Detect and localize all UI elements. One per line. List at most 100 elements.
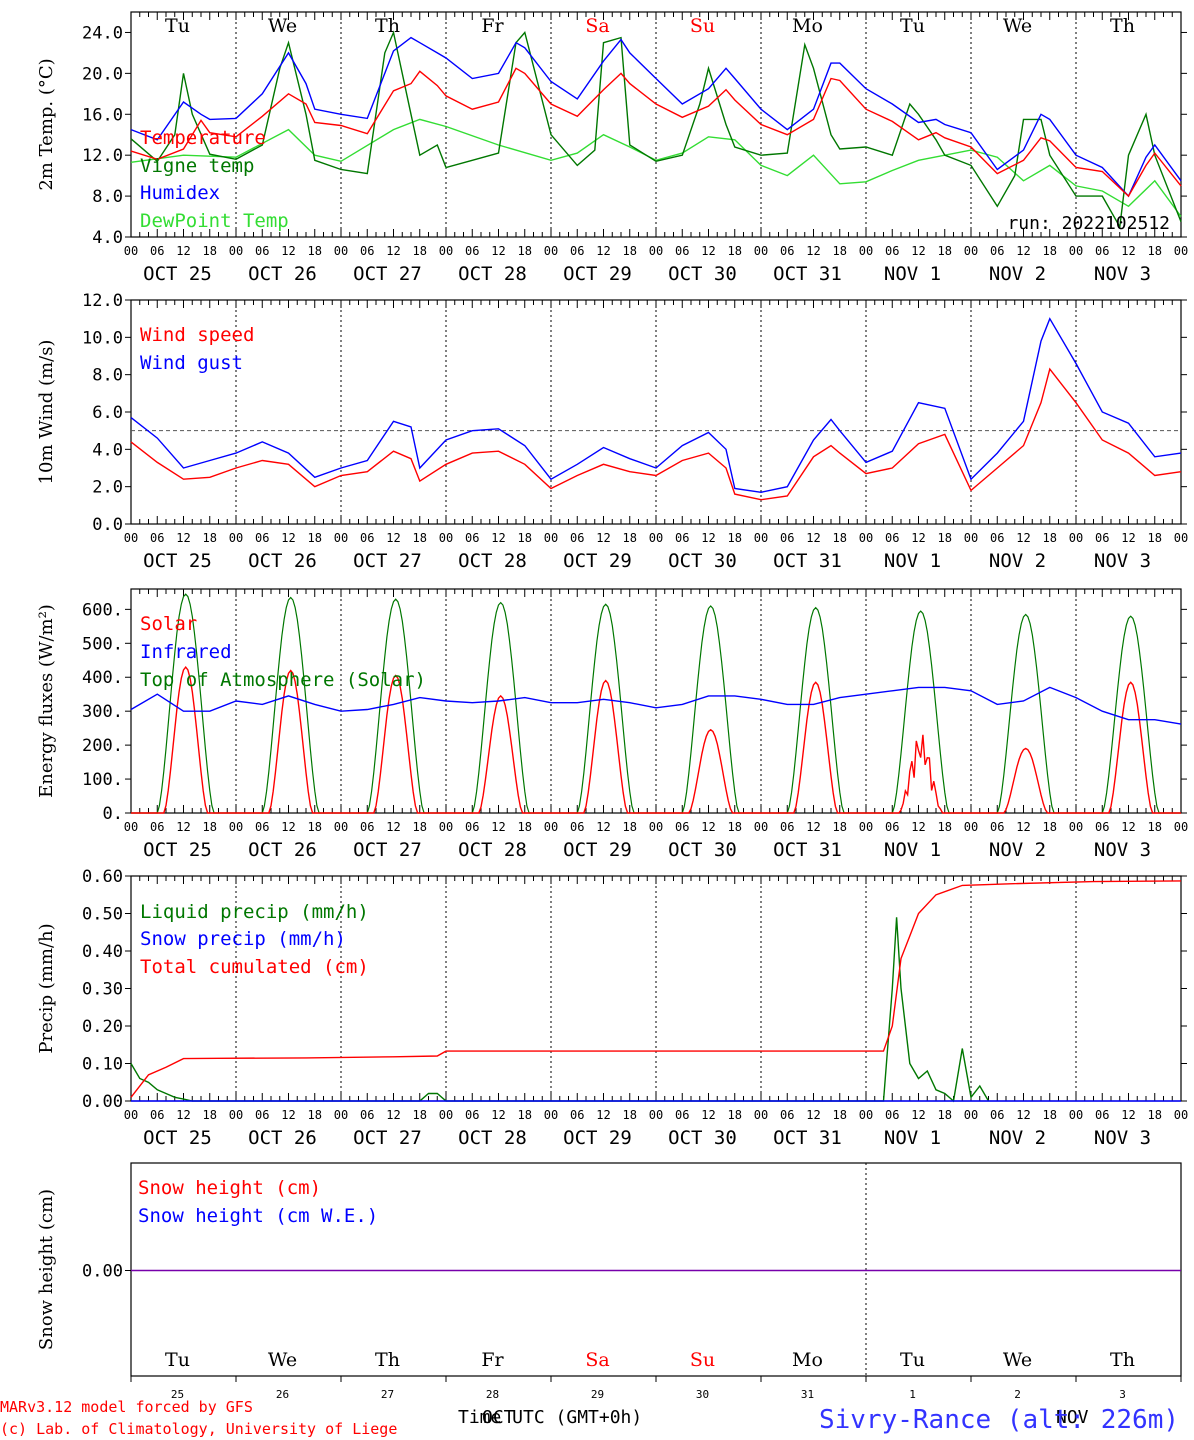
- hour-tick-label: 18: [1043, 1108, 1057, 1122]
- date-label: OCT 31: [773, 550, 842, 572]
- legend-entry: Temperature: [140, 127, 266, 149]
- hour-tick-label: 06: [570, 1108, 584, 1122]
- hour-tick-label: 18: [518, 1108, 532, 1122]
- date-label: OCT 31: [773, 263, 842, 285]
- month-overlay-nov: NOV: [1056, 1407, 1089, 1428]
- hour-tick-label: 12: [281, 1108, 295, 1122]
- hour-tick-label: 00: [1174, 531, 1188, 545]
- hour-tick-label: 06: [1095, 1108, 1109, 1122]
- hour-tick-label: 00: [544, 244, 558, 258]
- hour-tick-label: 06: [885, 531, 899, 545]
- run-annotation: run: 2022102512: [1007, 213, 1170, 234]
- x-axis-title: Time UTC (GMT+0h): [458, 1407, 642, 1428]
- date-label: OCT 27: [353, 839, 422, 861]
- legend-entry: DewPoint Temp: [140, 210, 289, 232]
- date-label: OCT 26: [248, 839, 317, 861]
- hour-tick-label: 06: [990, 1108, 1004, 1122]
- model-credit: MARv3.12 model forced by GFS: [0, 1398, 253, 1416]
- day-name-label: We: [1003, 15, 1032, 37]
- y-tick-label: 100.: [82, 770, 123, 790]
- date-label: NOV 3: [1094, 263, 1151, 285]
- hour-tick-label: 18: [413, 531, 427, 545]
- hour-tick-label: 18: [1148, 820, 1162, 834]
- hour-tick-label: 06: [990, 531, 1004, 545]
- y-tick-label: 8.0: [92, 187, 123, 207]
- hour-tick-label: 06: [1095, 820, 1109, 834]
- hour-tick-label: 06: [360, 1108, 374, 1122]
- hour-tick-label: 12: [176, 820, 190, 834]
- hour-tick-label: 06: [255, 1108, 269, 1122]
- hour-tick-label: 00: [544, 820, 558, 834]
- y-tick-label: 12.0: [82, 146, 123, 166]
- date-label: OCT 29: [563, 263, 632, 285]
- day-name-label: Th: [375, 15, 400, 37]
- hour-tick-label: 06: [465, 531, 479, 545]
- station-title: Sivry-Rance (alt: 226m): [819, 1405, 1179, 1435]
- hour-tick-label: 12: [911, 244, 925, 258]
- hour-tick-label: 00: [1174, 820, 1188, 834]
- hour-tick-label: 12: [911, 820, 925, 834]
- hour-tick-label: 00: [859, 820, 873, 834]
- hour-tick-label: 18: [728, 820, 742, 834]
- hour-tick-label: 00: [124, 1108, 138, 1122]
- y-tick-label: 4.0: [92, 440, 123, 460]
- hour-tick-label: 12: [806, 1108, 820, 1122]
- hour-tick-label: 06: [465, 1108, 479, 1122]
- hour-tick-label: 00: [1069, 244, 1083, 258]
- hour-tick-label: 00: [649, 244, 663, 258]
- date-label: OCT 29: [563, 1127, 632, 1149]
- hour-tick-label: 00: [964, 820, 978, 834]
- date-label: OCT 27: [353, 263, 422, 285]
- hour-tick-label: 18: [1043, 244, 1057, 258]
- hour-tick-label: 00: [124, 531, 138, 545]
- date-label: NOV 1: [884, 1127, 941, 1149]
- hour-tick-label: 18: [518, 531, 532, 545]
- date-label: OCT 31: [773, 839, 842, 861]
- hour-tick-label: 00: [229, 820, 243, 834]
- day-name-label: Th: [1110, 15, 1135, 37]
- legend-entry: Solar: [140, 613, 197, 635]
- date-label: OCT 26: [248, 1127, 317, 1149]
- hour-tick-label: 18: [833, 1108, 847, 1122]
- hour-tick-label: 06: [675, 1108, 689, 1122]
- y-axis-label: Energy fluxes (W/m²): [36, 604, 57, 798]
- series-line-liquid: [130, 917, 990, 1103]
- date-label: OCT 25: [143, 1127, 212, 1149]
- hour-tick-label: 18: [623, 820, 637, 834]
- series-line-temperature: [130, 67, 1182, 198]
- date-label: NOV 1: [884, 263, 941, 285]
- hour-tick-label: 00: [649, 820, 663, 834]
- hour-tick-label: 06: [255, 820, 269, 834]
- y-axis-label: Precip (mm/h): [36, 923, 57, 1053]
- date-label: OCT 25: [143, 839, 212, 861]
- hour-tick-label: 18: [833, 244, 847, 258]
- hour-tick-label: 06: [780, 244, 794, 258]
- day-name-label: Su: [690, 15, 715, 37]
- hour-tick-label: 18: [308, 820, 322, 834]
- hour-tick-label: 00: [1069, 531, 1083, 545]
- hour-tick-label: 18: [938, 820, 952, 834]
- date-label: OCT 26: [248, 550, 317, 572]
- hour-tick-label: 12: [1016, 244, 1030, 258]
- y-tick-label: 0.: [103, 804, 123, 824]
- hour-tick-label: 12: [386, 244, 400, 258]
- y-tick-label: 6.0: [92, 403, 123, 423]
- hour-tick-label: 00: [964, 531, 978, 545]
- y-tick-label: 0.30: [82, 980, 123, 1000]
- hour-tick-label: 18: [728, 244, 742, 258]
- day-name-label: Sa: [585, 1349, 609, 1371]
- day-name-label: Th: [375, 1349, 400, 1371]
- y-tick-label: 16.0: [82, 105, 123, 125]
- hour-tick-label: 12: [701, 244, 715, 258]
- hour-tick-label: 06: [990, 820, 1004, 834]
- hour-tick-label: 12: [491, 244, 505, 258]
- date-label: OCT 29: [563, 839, 632, 861]
- hour-tick-label: 12: [1121, 244, 1135, 258]
- hour-tick-label: 18: [308, 531, 322, 545]
- hour-tick-label: 00: [754, 531, 768, 545]
- date-label: OCT 28: [458, 263, 527, 285]
- hour-tick-label: 00: [1069, 1108, 1083, 1122]
- hour-tick-label: 06: [465, 244, 479, 258]
- hour-tick-label: 12: [491, 1108, 505, 1122]
- hour-tick-label: 06: [885, 244, 899, 258]
